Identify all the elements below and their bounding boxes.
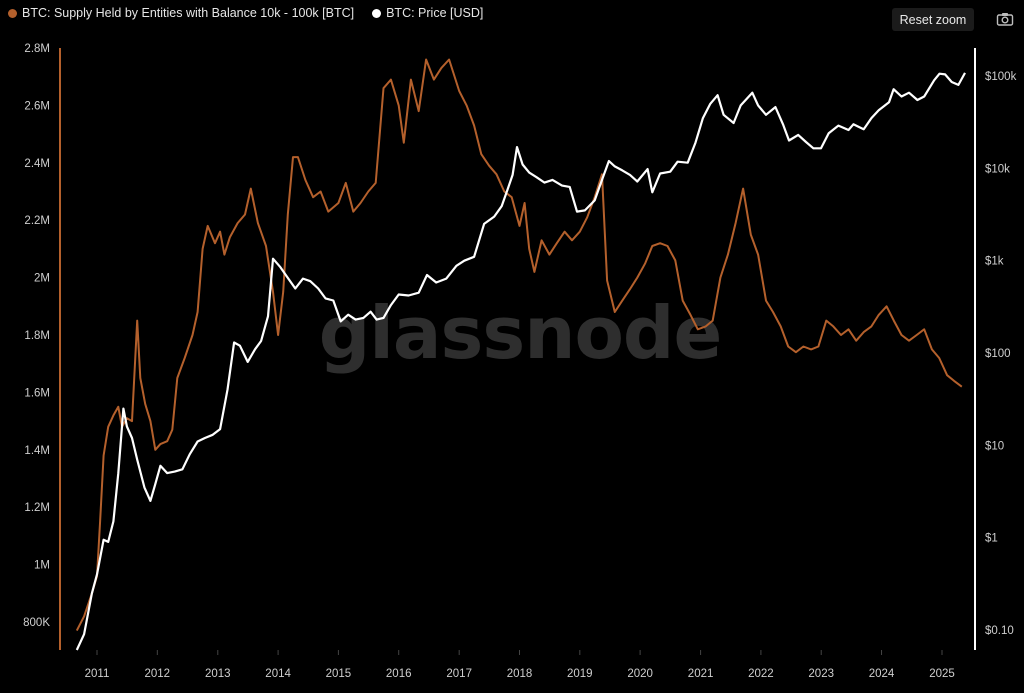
camera-icon[interactable] bbox=[996, 10, 1014, 28]
legend-label-supply: BTC: Supply Held by Entities with Balanc… bbox=[22, 6, 355, 20]
left-tick-label: 800K bbox=[23, 617, 50, 629]
x-tick-label: 2022 bbox=[748, 668, 774, 680]
left-tick-label: 1M bbox=[34, 560, 50, 572]
left-y-axis: 2.8M 2.6M 2.4M 2.2M 2M 1.8M 1.6M 1.4M 1.2M 1M 800K bbox=[23, 43, 61, 650]
left-tick-label: 1.8M bbox=[24, 330, 50, 342]
legend-label-price: BTC: Price [USD] bbox=[386, 6, 484, 20]
supply-series-line bbox=[75, 58, 963, 632]
x-tick-label: 2016 bbox=[386, 668, 412, 680]
chart-legend: BTC: Supply Held by Entities with Balanc… bbox=[8, 6, 483, 20]
left-tick-label: 2.4M bbox=[24, 158, 50, 170]
watermark-logo: glassnode bbox=[319, 291, 722, 375]
x-tick-label: 2012 bbox=[145, 668, 171, 680]
left-tick-label: 1.2M bbox=[24, 502, 50, 514]
right-tick-label: $0.10 bbox=[985, 625, 1014, 637]
legend-item-price[interactable]: BTC: Price [USD] bbox=[372, 6, 483, 20]
right-tick-label: $1k bbox=[985, 256, 1004, 268]
x-tick-label: 2019 bbox=[567, 668, 593, 680]
supply-legend-dot-icon bbox=[8, 8, 17, 18]
x-tick-label: 2017 bbox=[446, 668, 472, 680]
x-tick-label: 2018 bbox=[507, 668, 533, 680]
price-legend-dot-icon bbox=[372, 8, 382, 18]
left-tick-label: 2.6M bbox=[24, 100, 50, 112]
left-tick-label: 2M bbox=[34, 273, 50, 285]
x-tick-label: 2023 bbox=[808, 668, 834, 680]
x-tick-label: 2015 bbox=[326, 668, 352, 680]
x-tick-label: 2011 bbox=[85, 668, 110, 680]
x-tick-label: 2013 bbox=[205, 668, 231, 680]
x-tick-label: 2025 bbox=[929, 668, 955, 680]
right-tick-label: $100 bbox=[985, 348, 1011, 360]
reset-zoom-button[interactable]: Reset zoom bbox=[892, 8, 974, 31]
right-tick-label: $10k bbox=[985, 163, 1010, 175]
left-tick-label: 1.4M bbox=[24, 445, 50, 457]
legend-item-supply[interactable]: BTC: Supply Held by Entities with Balanc… bbox=[8, 6, 354, 20]
x-tick-label: 2021 bbox=[688, 668, 714, 680]
price-series-line bbox=[75, 72, 966, 651]
left-tick-label: 2.2M bbox=[24, 215, 50, 227]
x-tick-label: 2020 bbox=[627, 668, 653, 680]
x-tick-label: 2014 bbox=[265, 668, 291, 680]
right-tick-label: $100k bbox=[985, 71, 1017, 83]
right-tick-label: $10 bbox=[985, 440, 1004, 452]
x-axis: 2011 2012 2013 2014 2015 2016 2017 2018 2019 2020… bbox=[85, 650, 955, 680]
left-tick-label: 2.8M bbox=[24, 43, 50, 55]
plot-area bbox=[75, 58, 966, 651]
x-tick-label: 2024 bbox=[869, 668, 895, 680]
right-y-axis: $100k $10k $1k $100 $10 $1 $0.10 bbox=[974, 48, 1017, 650]
right-tick-label: $1 bbox=[985, 533, 998, 545]
left-tick-label: 1.6M bbox=[24, 387, 50, 399]
